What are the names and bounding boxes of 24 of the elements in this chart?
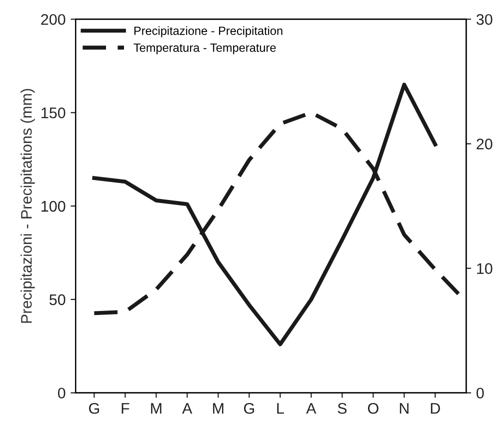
x-tick-label: G xyxy=(244,402,254,414)
x-tick-label: N xyxy=(400,403,408,414)
y-tick-label: 150 xyxy=(42,107,66,118)
x-tick-label: S xyxy=(338,402,347,414)
x-tick-label: F xyxy=(122,403,130,414)
y-axis-title: Precipitazioni - Precipitations (mm) xyxy=(20,88,35,323)
y2-tick-label: 20 xyxy=(476,138,492,150)
legend-label: Temperatura - Temperature xyxy=(134,44,276,54)
x-tick-label: M xyxy=(213,403,224,414)
x-tick-label: A xyxy=(182,403,192,414)
y-tick-label: 200 xyxy=(41,14,66,25)
y2-tick-label: 0 xyxy=(476,388,484,399)
x-tick-label: A xyxy=(306,403,316,414)
x-tick-label: O xyxy=(368,402,378,414)
y2-tick-label: 30 xyxy=(476,14,492,25)
x-tick-label: M xyxy=(151,403,162,414)
legend-label: Precipitazione - Precipitation xyxy=(134,26,282,38)
x-tick-label: L xyxy=(277,403,284,414)
x-tick-label: D xyxy=(430,403,440,414)
y-tick-label: 50 xyxy=(49,294,66,306)
y-tick-label: 100 xyxy=(42,200,66,212)
x-tick-label: G xyxy=(89,402,99,414)
y2-tick-label: 10 xyxy=(477,263,492,274)
y-tick-label: 0 xyxy=(58,388,66,399)
